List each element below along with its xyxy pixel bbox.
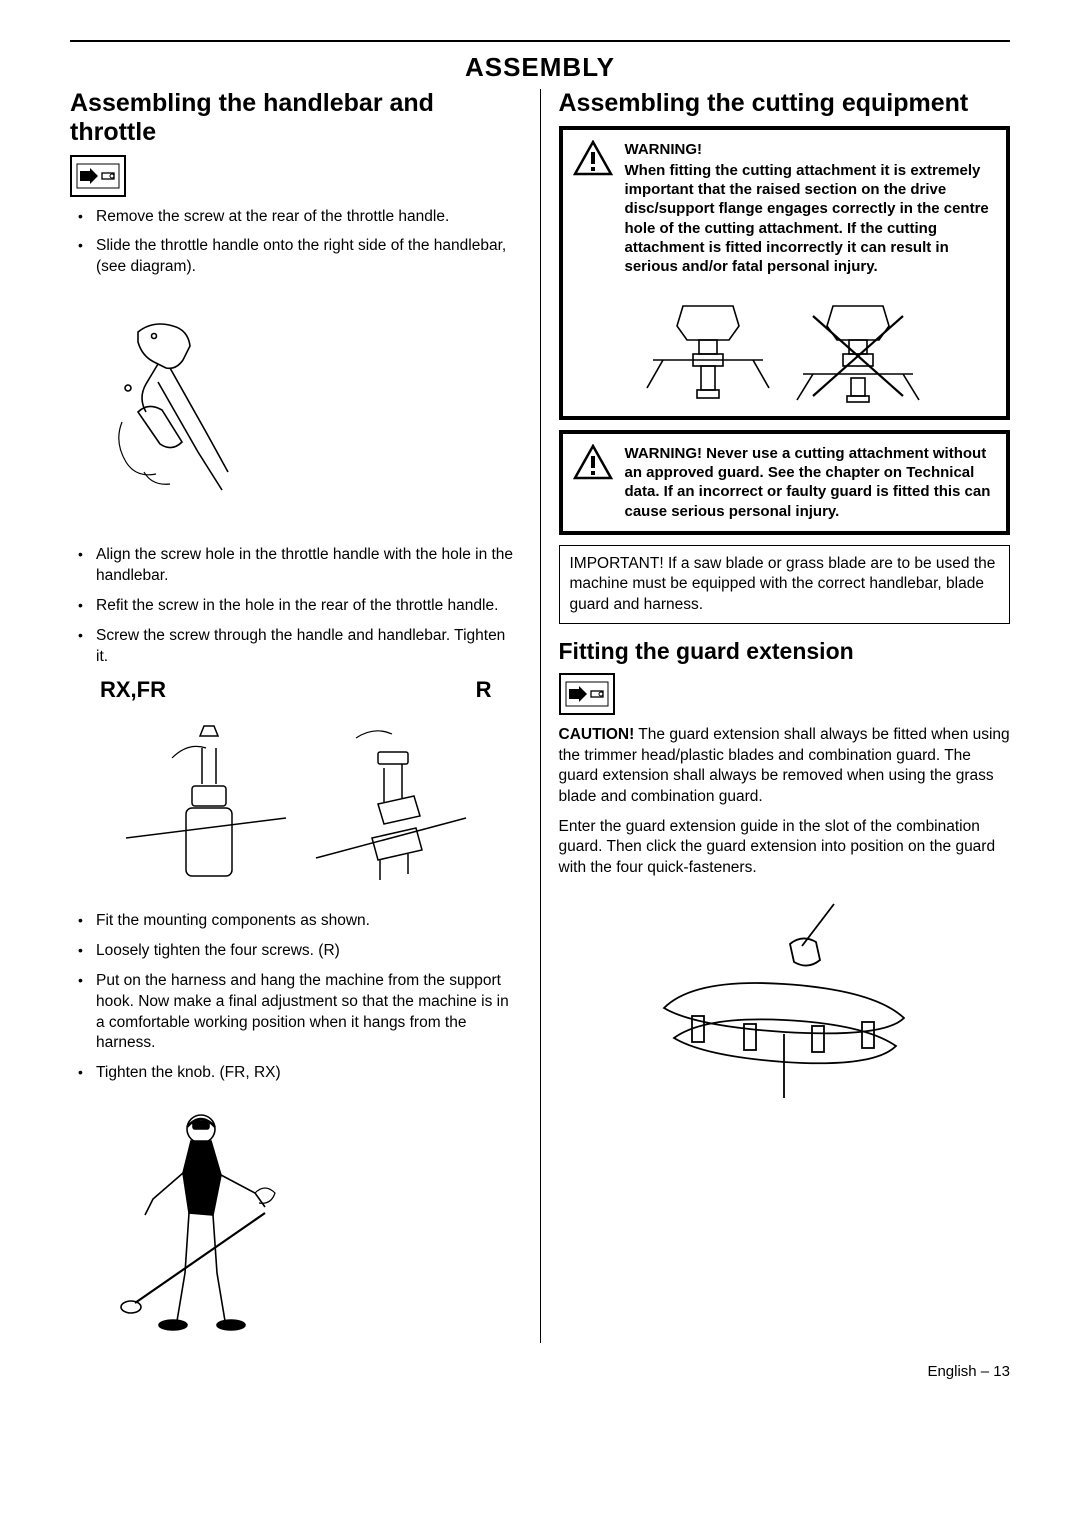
important-note: IMPORTANT! If a saw blade or grass blade… <box>559 545 1011 624</box>
step-item: Remove the screw at the rear of the thro… <box>70 207 522 228</box>
two-column-layout: Assembling the handlebar and throttle Re… <box>70 89 1010 1343</box>
assembly-arrow-icon <box>70 155 126 197</box>
warning-triangle-icon <box>573 444 615 521</box>
cutting-attachment-diagrams <box>573 296 995 406</box>
diagram-label-left: RX,FR <box>100 677 166 703</box>
step-item: Fit the mounting components as shown. <box>70 911 522 932</box>
guard-extension-diagram <box>624 888 944 1118</box>
warning-triangle-icon <box>573 140 615 276</box>
caution-paragraph: CAUTION! The guard extension shall alway… <box>559 725 1011 807</box>
operator-harness-diagram <box>90 1093 320 1343</box>
page-footer: English – 13 <box>70 1343 1010 1380</box>
step-item: Refit the screw in the hole in the rear … <box>70 596 522 617</box>
warning-box-2: WARNING! Never use a cutting attachment … <box>559 430 1011 535</box>
step-item: Align the screw hole in the throttle han… <box>70 545 522 587</box>
warning-1-text: WARNING! When fitting the cutting attach… <box>625 140 995 276</box>
steps-list-c: Fit the mounting components as shown. Lo… <box>70 911 522 1084</box>
throttle-handle-diagram <box>78 287 278 537</box>
step-item: Loosely tighten the four screws. (R) <box>70 941 522 962</box>
right-column: Assembling the cutting equipment WARNING… <box>541 89 1011 1343</box>
subsection-heading: Fitting the guard extension <box>559 638 1011 665</box>
warning-box-1: WARNING! When fitting the cutting attach… <box>559 126 1011 420</box>
warning-1-title: WARNING! <box>625 140 995 159</box>
assembly-arrow-icon <box>559 673 615 715</box>
left-heading: Assembling the handlebar and throttle <box>70 89 522 147</box>
step-item: Screw the screw through the handle and h… <box>70 626 522 668</box>
steps-list-a: Remove the screw at the rear of the thro… <box>70 207 522 279</box>
steps-list-b: Align the screw hole in the throttle han… <box>70 545 522 668</box>
mounting-diagram-block: RX,FR R <box>70 677 522 903</box>
warning-2-text: WARNING! Never use a cutting attachment … <box>625 444 995 521</box>
right-heading: Assembling the cutting equipment <box>559 89 1011 118</box>
step-item: Slide the throttle handle onto the right… <box>70 236 522 278</box>
step-item: Put on the harness and hang the machine … <box>70 971 522 1055</box>
mounting-components-diagram <box>70 703 522 903</box>
page-title: ASSEMBLY <box>70 42 1010 89</box>
diagram-label-right: R <box>476 677 492 703</box>
left-column: Assembling the handlebar and throttle Re… <box>70 89 541 1343</box>
step-item: Tighten the knob. (FR, RX) <box>70 1063 522 1084</box>
instruction-paragraph: Enter the guard extension guide in the s… <box>559 817 1011 878</box>
